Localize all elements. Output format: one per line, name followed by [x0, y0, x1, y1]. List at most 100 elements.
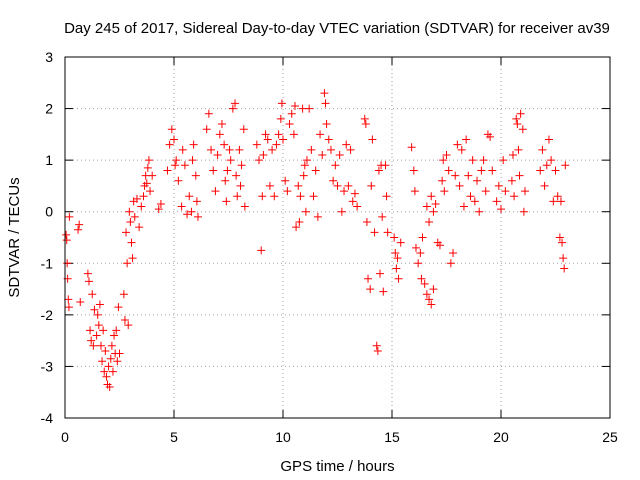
data-point [346, 145, 355, 154]
data-point [191, 171, 200, 180]
data-point [416, 248, 425, 257]
data-point [307, 145, 316, 154]
data-point [316, 130, 325, 139]
data-point [362, 218, 371, 227]
data-point [94, 321, 103, 330]
data-point [143, 163, 152, 172]
data-point [235, 145, 244, 154]
data-point [290, 101, 299, 110]
data-point [263, 135, 272, 144]
data-point [64, 295, 73, 304]
x-axis-label: GPS time / hours [280, 458, 394, 475]
data-point [466, 192, 475, 201]
data-point [379, 287, 388, 296]
data-point [76, 297, 85, 306]
data-point [64, 303, 73, 312]
y-tick-label: -2 [41, 307, 54, 323]
data-point [518, 125, 527, 134]
data-point [183, 210, 192, 219]
data-point [252, 140, 261, 149]
data-point [425, 295, 434, 304]
data-point [86, 326, 95, 335]
data-point [370, 228, 379, 237]
data-point [368, 135, 377, 144]
data-point [96, 341, 105, 350]
data-point [261, 130, 270, 139]
data-point [122, 228, 131, 237]
y-tick-label: -4 [41, 410, 54, 426]
data-point [422, 202, 431, 211]
data-point [163, 166, 172, 175]
data-point [185, 192, 194, 201]
data-point [538, 145, 547, 154]
data-point [497, 205, 505, 214]
data-point [283, 187, 292, 196]
data-point [411, 243, 420, 252]
data-point [453, 140, 462, 149]
data-point [353, 202, 362, 211]
data-point [342, 140, 351, 149]
data-point [100, 367, 109, 376]
data-point [418, 233, 427, 242]
data-point [84, 277, 93, 286]
x-tick-label: 0 [61, 429, 69, 445]
data-point [410, 187, 419, 196]
data-point [513, 120, 522, 129]
data-point [514, 145, 523, 154]
data-point [232, 171, 241, 180]
chart-title: Day 245 of 2017, Sidereal Day-to-day VTE… [64, 20, 610, 37]
data-point [477, 166, 486, 175]
data-point [255, 156, 264, 165]
data-point [558, 238, 567, 247]
data-point [333, 181, 342, 190]
data-point [112, 326, 121, 335]
data-point [422, 290, 431, 299]
data-point [553, 192, 562, 201]
y-tick-label: -1 [41, 255, 54, 271]
data-point [468, 156, 477, 165]
data-point [296, 192, 305, 201]
data-point [215, 130, 224, 139]
data-point [520, 187, 529, 196]
data-point [372, 341, 381, 350]
data-point [429, 285, 438, 294]
y-tick-label: 0 [45, 204, 53, 220]
data-point [221, 176, 230, 185]
x-tick-label: 5 [170, 429, 178, 445]
data-point [119, 290, 128, 299]
data-point [409, 166, 418, 175]
data-point [231, 99, 240, 108]
data-point [295, 218, 304, 227]
data-point [114, 303, 123, 312]
data-point [367, 181, 376, 190]
data-point [237, 161, 246, 170]
data-point [276, 114, 285, 123]
data-point [383, 228, 392, 237]
data-point [510, 192, 519, 201]
data-point [475, 207, 484, 216]
data-point [148, 171, 157, 180]
data-point [300, 161, 309, 170]
data-point [211, 187, 220, 196]
x-tick-label: 15 [384, 429, 400, 445]
data-point [516, 109, 525, 118]
data-point [542, 161, 551, 170]
data-point [311, 166, 320, 175]
data-point [154, 205, 163, 214]
data-point [272, 140, 281, 149]
data-point [127, 238, 136, 247]
data-point [376, 269, 385, 278]
data-point [446, 259, 455, 268]
data-point [360, 114, 369, 123]
data-point [508, 150, 517, 159]
data-point [207, 145, 216, 154]
data-point [132, 194, 141, 203]
data-point [449, 248, 458, 257]
data-point [217, 120, 226, 129]
data-point [259, 150, 268, 159]
data-point [321, 99, 330, 108]
y-tick-label: 3 [45, 49, 53, 65]
data-point [507, 176, 516, 185]
data-point [107, 341, 116, 350]
